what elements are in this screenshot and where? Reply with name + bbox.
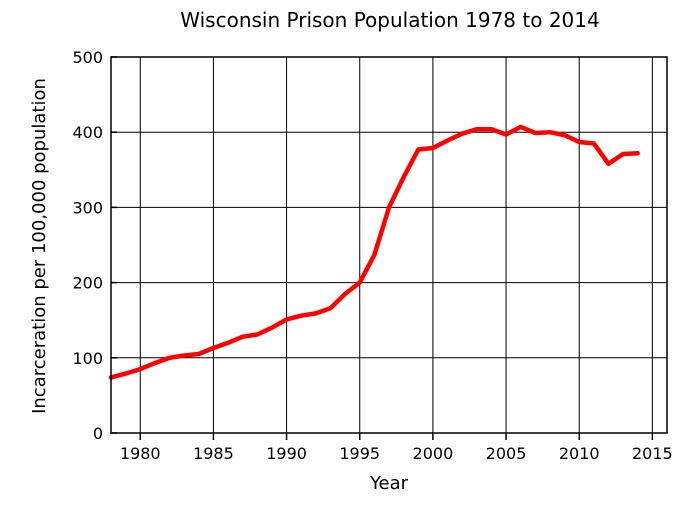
series-line	[108, 124, 640, 380]
x-tick-label: 2015	[632, 444, 673, 463]
x-axis: 1980 1985 1990 1995 2000 2005 2010 2015	[120, 433, 673, 463]
x-axis-title: Year	[369, 473, 409, 494]
y-tick-label: 100	[72, 349, 103, 368]
x-tick-label: 1995	[339, 444, 380, 463]
y-tick-label: 500	[72, 48, 103, 67]
y-tick-label: 400	[72, 123, 103, 142]
x-tick-label: 2005	[486, 444, 527, 463]
x-tick-label: 1985	[193, 444, 234, 463]
grid-lines	[111, 57, 667, 433]
x-tick-label: 1990	[266, 444, 307, 463]
x-tick-label: 2010	[559, 444, 600, 463]
x-tick-label: 1980	[120, 444, 161, 463]
plot-frame	[110, 56, 668, 434]
x-tick-label: 2000	[413, 444, 454, 463]
chart-title: Wisconsin Prison Population 1978 to 2014	[180, 8, 599, 32]
plot-area	[108, 124, 640, 380]
y-axis-title: Incarceration per 100,000 population	[29, 78, 50, 414]
y-tick-label: 0	[93, 424, 103, 443]
y-tick-label: 200	[72, 274, 103, 293]
y-axis: 0 100 200 300 400 500	[72, 48, 117, 443]
y-tick-label: 300	[72, 198, 103, 217]
